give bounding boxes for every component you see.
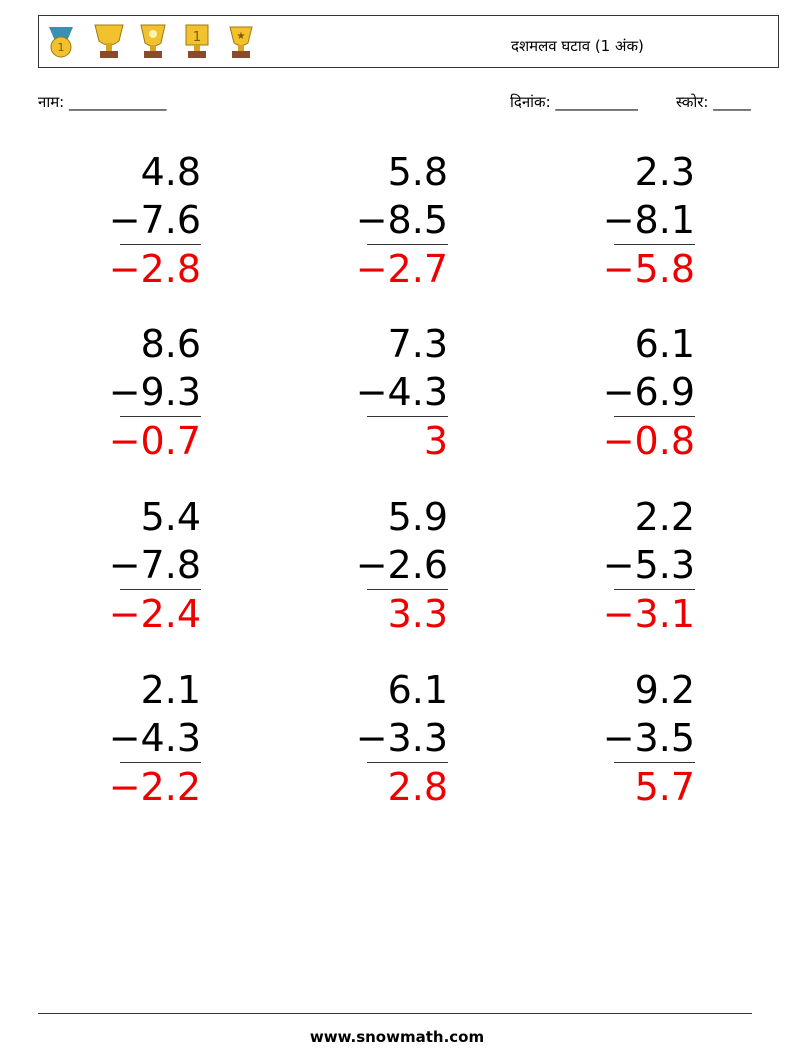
minuend: 8.6 [140,322,201,366]
answer: 3.3 [387,592,448,636]
svg-text:1: 1 [58,41,65,54]
svg-text:1: 1 [193,30,201,45]
answer: −2.2 [108,765,201,809]
answer-rule [120,416,201,417]
answer: 5.7 [634,765,695,809]
answer: −2.7 [355,247,448,291]
minuend: 2.1 [140,668,201,712]
answer: −3.1 [602,592,695,636]
answer: −0.7 [108,419,201,463]
footer-url: www.snowmath.com [309,1028,485,1046]
minuend: 5.9 [387,495,448,539]
minuend: 9.2 [634,668,695,712]
name-label: नाम: _____________ [38,93,167,111]
minuend: 5.4 [140,495,201,539]
answer-rule [120,589,201,590]
subtrahend: −7.8 [108,543,201,587]
subtrahend: −9.3 [108,370,201,414]
date-label: दिनांक: ___________ [510,93,638,111]
subtrahend: −7.6 [108,198,201,242]
answer: −0.8 [602,419,695,463]
minuend: 2.3 [634,150,695,194]
answer-rule [367,416,448,417]
minuend: 5.8 [387,150,448,194]
answer-rule [367,589,448,590]
answer-rule [367,244,448,245]
answer-rule [614,416,695,417]
answer: 2.8 [387,765,448,809]
answer: 3 [423,419,448,463]
answer-rule [614,589,695,590]
answer-rule [120,244,201,245]
subtrahend: −2.6 [355,543,448,587]
footer-rule [38,1013,752,1014]
subtrahend: −4.3 [108,716,201,760]
answer-rule [614,244,695,245]
subtrahend: −8.1 [602,198,695,242]
svg-text:★: ★ [237,31,246,42]
subtrahend: −5.3 [602,543,695,587]
answer: −2.8 [108,247,201,291]
trophy-icons: 1 1 ★ [49,24,253,58]
minuend: 2.2 [634,495,695,539]
answer: −2.4 [108,592,201,636]
subtrahend: −8.5 [355,198,448,242]
minuend: 6.1 [634,322,695,366]
minuend: 7.3 [387,322,448,366]
score-label: स्कोर: _____ [676,93,751,111]
subtrahend: −3.5 [602,716,695,760]
answer-rule [120,762,201,763]
answer-rule [367,762,448,763]
header-box: 1 1 ★ दशमलव घटाव (1 अंक) [38,15,779,68]
answer-rule [614,762,695,763]
subtrahend: −3.3 [355,716,448,760]
minuend: 4.8 [140,150,201,194]
minuend: 6.1 [387,668,448,712]
subtrahend: −6.9 [602,370,695,414]
subtrahend: −4.3 [355,370,448,414]
answer: −5.8 [602,247,695,291]
worksheet-title: दशमलव घटाव (1 अंक) [511,37,644,55]
